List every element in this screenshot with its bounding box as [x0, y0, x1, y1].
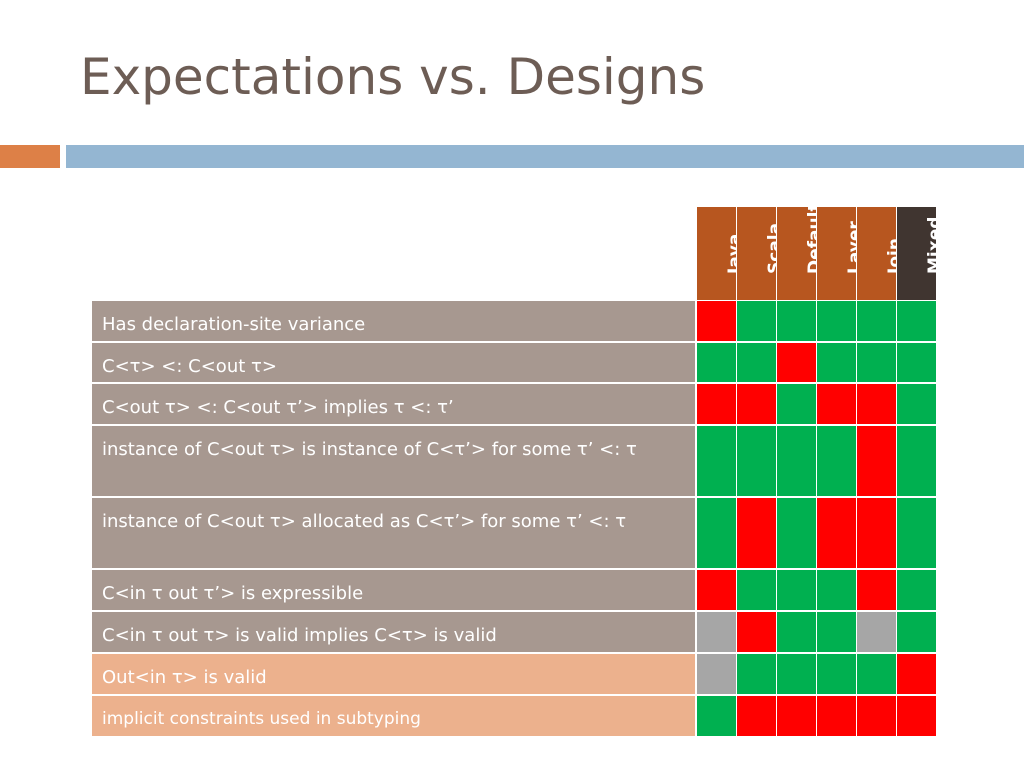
row-label: C<in τ out τ’> is expressible — [92, 570, 697, 610]
cell-mixed-green — [897, 612, 937, 652]
matrix-row: C<out τ> <: C<out τ’> implies τ <: τ’ — [92, 384, 937, 426]
cell-mixed-green — [897, 426, 937, 496]
cell-mixed-green — [897, 570, 937, 610]
accent-bar-orange — [0, 145, 60, 168]
cell-mixed-green — [897, 384, 937, 424]
accent-bar-blue — [66, 145, 1024, 168]
cell-java-green — [697, 343, 737, 382]
cell-default-green — [777, 612, 817, 652]
column-header-java: Java — [697, 207, 745, 300]
cell-join-red — [857, 696, 897, 736]
matrix-row: Out<in τ> is valid — [92, 654, 937, 696]
cell-join-green — [857, 654, 897, 694]
column-header-mixed: Mixed — [897, 207, 945, 300]
cell-mixed-red — [897, 654, 937, 694]
cell-scala-green — [737, 301, 777, 341]
row-label: C<τ> <: C<out τ> — [92, 343, 697, 382]
cell-default-green — [777, 384, 817, 424]
cell-mixed-green — [897, 343, 937, 382]
cell-layer-red — [817, 384, 857, 424]
cell-layer-green — [817, 343, 857, 382]
cell-layer-red — [817, 498, 857, 568]
cell-scala-red — [737, 384, 777, 424]
cell-layer-green — [817, 301, 857, 341]
cell-scala-green — [737, 570, 777, 610]
cell-java-red — [697, 384, 737, 424]
cell-java-red — [697, 301, 737, 341]
cell-default-green — [777, 498, 817, 568]
cell-default-green — [777, 426, 817, 496]
column-header-label: Mixed — [924, 216, 945, 274]
cell-join-red — [857, 498, 897, 568]
row-label: instance of C<out τ> is instance of C<τ’… — [92, 426, 697, 496]
cell-join-green — [857, 343, 897, 382]
cell-scala-green — [737, 654, 777, 694]
matrix-row: implicit constraints used in subtyping — [92, 696, 937, 738]
cell-java-gray — [697, 654, 737, 694]
row-label: instance of C<out τ> allocated as C<τ’> … — [92, 498, 697, 568]
comparison-matrix: Has declaration-site variance C<τ> <: C<o… — [92, 301, 937, 738]
cell-default-green — [777, 654, 817, 694]
column-header-scala: Scala — [737, 207, 785, 300]
matrix-row: C<in τ out τ> is valid implies C<τ> is v… — [92, 612, 937, 654]
cell-join-red — [857, 384, 897, 424]
cell-join-green — [857, 301, 897, 341]
cell-mixed-green — [897, 301, 937, 341]
cell-layer-red — [817, 696, 857, 736]
cell-java-green — [697, 426, 737, 496]
cell-layer-green — [817, 654, 857, 694]
row-label: implicit constraints used in subtyping — [92, 696, 697, 736]
cell-join-gray — [857, 612, 897, 652]
column-header-default: Default — [777, 203, 825, 300]
column-header-join: Join — [857, 207, 905, 300]
cell-default-red — [777, 696, 817, 736]
cell-scala-red — [737, 696, 777, 736]
row-label: Has declaration-site variance — [92, 301, 697, 341]
cell-java-gray — [697, 612, 737, 652]
cell-mixed-green — [897, 498, 937, 568]
cell-layer-green — [817, 426, 857, 496]
cell-mixed-red — [897, 696, 937, 736]
column-header-layer: Layer — [817, 207, 865, 300]
cell-java-green — [697, 498, 737, 568]
cell-default-green — [777, 570, 817, 610]
cell-layer-green — [817, 570, 857, 610]
cell-layer-green — [817, 612, 857, 652]
slide-title: Expectations vs. Designs — [80, 48, 706, 106]
cell-java-red — [697, 570, 737, 610]
cell-scala-green — [737, 343, 777, 382]
cell-join-red — [857, 570, 897, 610]
matrix-row: instance of C<out τ> allocated as C<τ’> … — [92, 498, 937, 570]
cell-default-green — [777, 301, 817, 341]
row-label: C<out τ> <: C<out τ’> implies τ <: τ’ — [92, 384, 697, 424]
cell-join-red — [857, 426, 897, 496]
cell-scala-green — [737, 426, 777, 496]
matrix-row: C<τ> <: C<out τ> — [92, 343, 937, 384]
column-headers: Java Scala Default Layer Join Mixed — [697, 203, 945, 300]
matrix-row: instance of C<out τ> is instance of C<τ’… — [92, 426, 937, 498]
matrix-row: Has declaration-site variance — [92, 301, 937, 343]
row-label: C<in τ out τ> is valid implies C<τ> is v… — [92, 612, 697, 652]
matrix-row: C<in τ out τ’> is expressible — [92, 570, 937, 612]
cell-scala-red — [737, 612, 777, 652]
row-label: Out<in τ> is valid — [92, 654, 697, 694]
cell-scala-red — [737, 498, 777, 568]
cell-default-red — [777, 343, 817, 382]
cell-java-green — [697, 696, 737, 736]
